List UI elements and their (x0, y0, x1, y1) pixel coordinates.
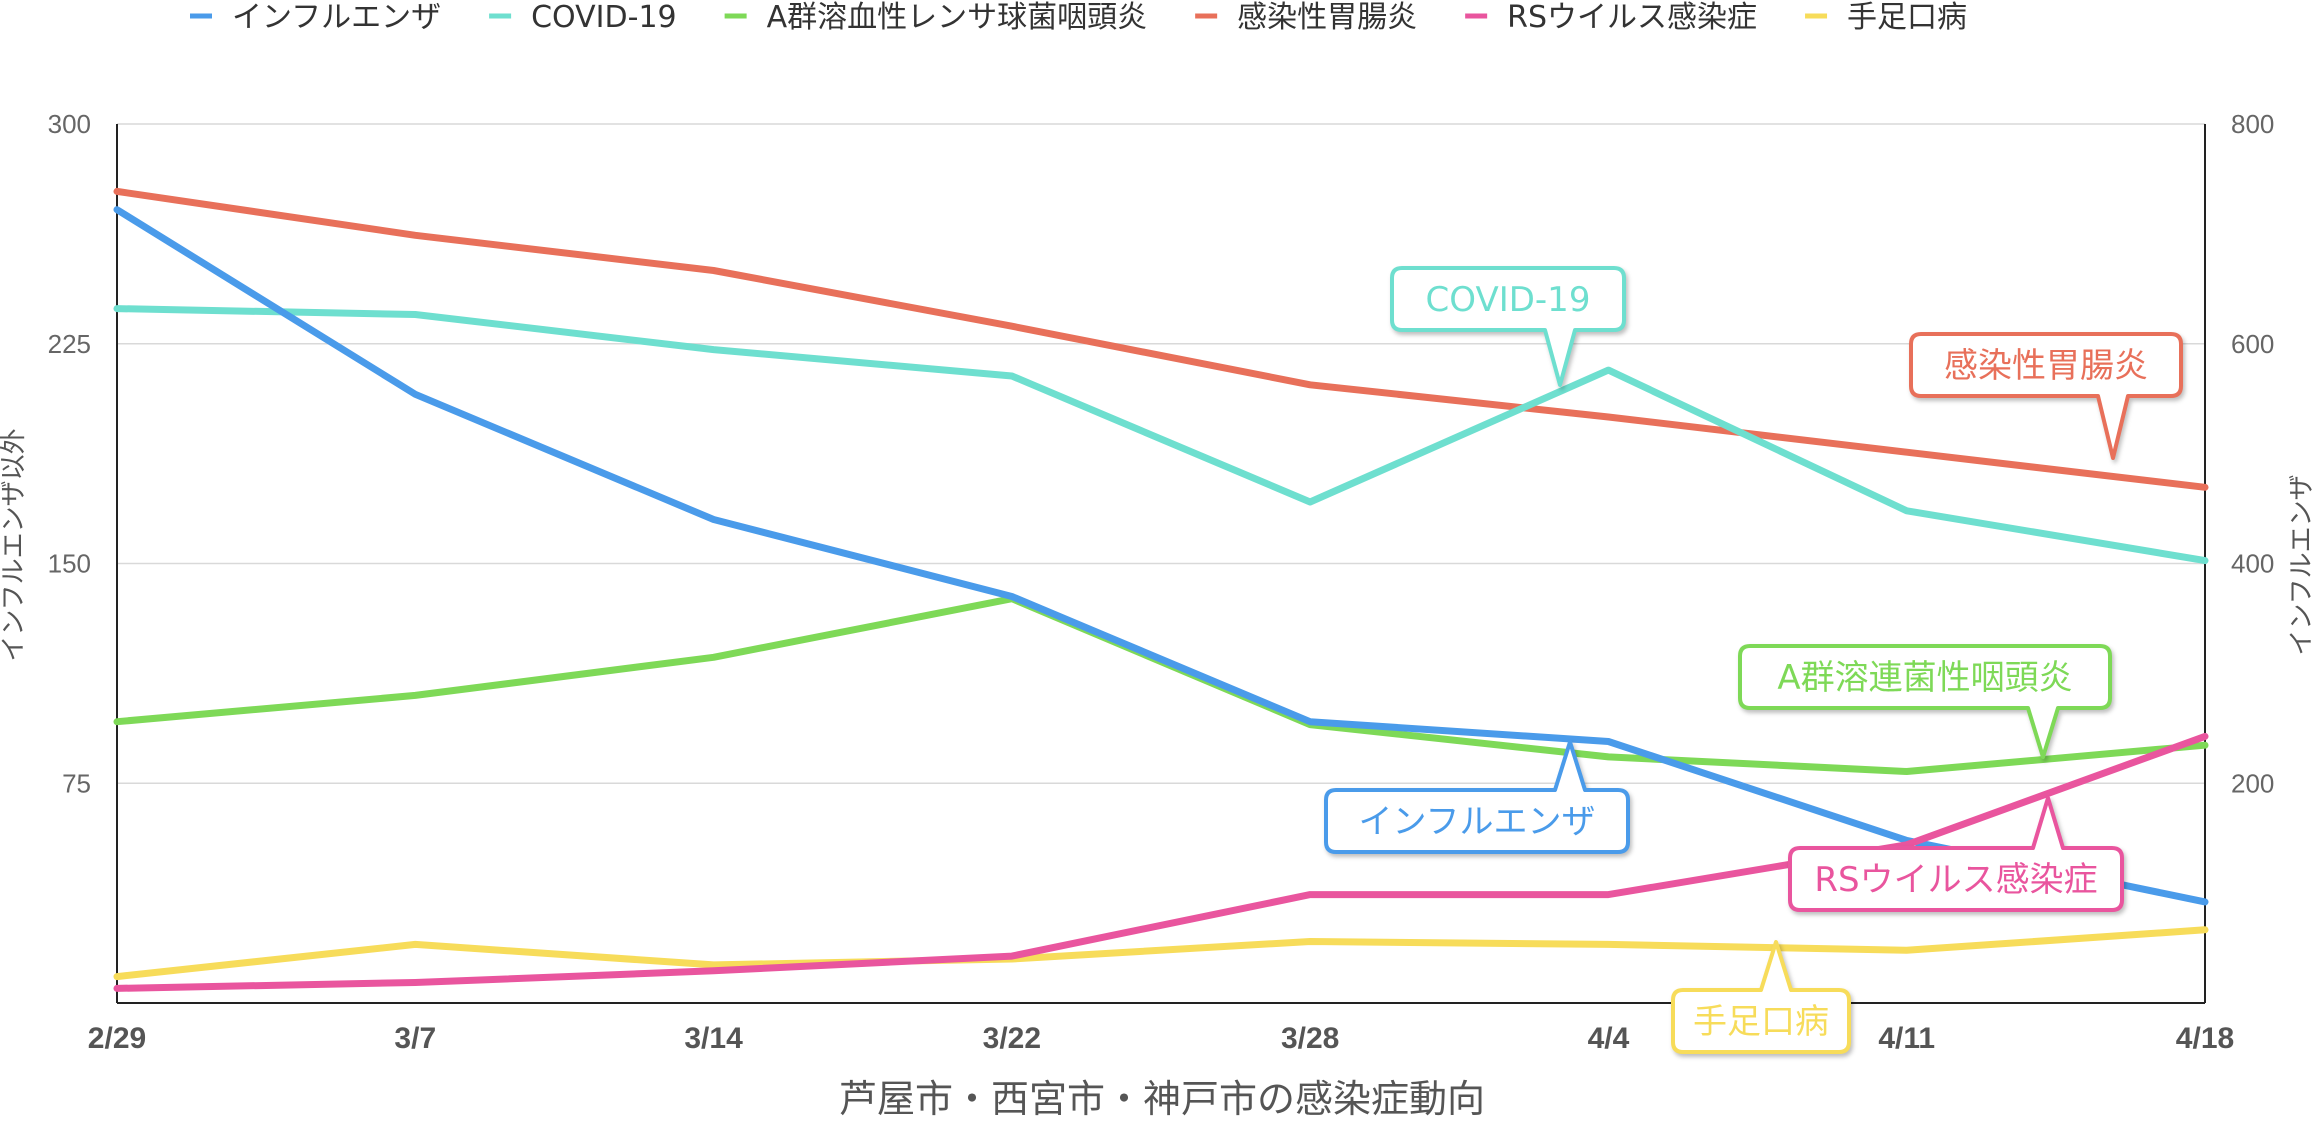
x-tick-label: 2/29 (88, 1022, 146, 1055)
legend-item-2: COVID-19 (489, 0, 677, 35)
callout-bubble (1909, 332, 2183, 460)
y-axis-left-label: インフルエンザ以外 (0, 428, 29, 661)
legend-label: 手足口病 (1847, 0, 1967, 35)
x-tick-label: 3/7 (394, 1022, 436, 1055)
callout-5: RSウイルス感染症 (1788, 796, 2124, 912)
callout-3: A群溶連菌性咽頭炎 (1738, 644, 2112, 759)
x-tick-label: 3/22 (983, 1022, 1041, 1055)
y-axis-left-ticks: 75 150 225 300 (48, 109, 91, 798)
callout-2: 感染性胃腸炎 (1909, 332, 2183, 460)
series-line-1 (113, 206, 2209, 906)
callout-bubble (1671, 940, 1851, 1054)
y-left-tick-label: 225 (48, 329, 91, 359)
callout-bubble (1788, 796, 2124, 912)
series-lines (113, 187, 2209, 992)
callout-6: 手足口病 (1671, 940, 1851, 1054)
x-tick-label: 4/18 (2176, 1022, 2234, 1055)
callout-label: COVID-19 (1426, 280, 1591, 320)
y-right-tick-label: 400 (2231, 549, 2274, 579)
legend-item-6: 手足口病 (1805, 0, 1967, 35)
y-left-tick-label: 300 (48, 109, 91, 139)
y-axis-right-ticks: 200 400 600 800 (2231, 109, 2274, 798)
legend-label: COVID-19 (531, 0, 677, 35)
legend-label: A群溶血性レンサ球菌咽頭炎 (767, 0, 1148, 35)
x-tick-label: 3/14 (684, 1022, 743, 1055)
callout-label: A群溶連菌性咽頭炎 (1777, 658, 2072, 698)
x-axis-ticks: 2/29 3/7 3/14 3/22 3/28 4/4 4/11 4/18 (88, 1022, 2234, 1055)
callout-1: COVID-19 (1390, 266, 1626, 387)
callout-bubble (1324, 740, 1630, 854)
series-line-2 (113, 305, 2209, 565)
x-tick-label: 3/28 (1281, 1022, 1339, 1055)
y-left-tick-label: 75 (62, 768, 91, 798)
legend-item-5: RSウイルス感染症 (1465, 0, 1757, 35)
y-right-tick-label: 200 (2231, 768, 2274, 798)
x-axis-label: 芦屋市・西宮市・神戸市の感染症動向 (839, 1077, 1485, 1121)
y-axis-right-label: インフルエンザ (2287, 474, 2317, 655)
callout-label: RSウイルス感染症 (1814, 860, 2097, 900)
series-line-6 (113, 926, 2209, 981)
y-left-tick-label: 150 (48, 549, 91, 579)
x-tick-label: 4/11 (1878, 1022, 1935, 1055)
x-tick-label: 4/4 (1588, 1022, 1630, 1055)
legend-label: RSウイルス感染症 (1507, 0, 1757, 35)
legend-item-1: インフルエンザ (190, 0, 441, 35)
legend-item-3: A群溶血性レンサ球菌咽頭炎 (724, 0, 1148, 35)
legend-item-4: 感染性胃腸炎 (1195, 0, 1417, 35)
callout-4: インフルエンザ (1324, 740, 1630, 854)
series-line-4 (113, 187, 2209, 491)
callout-bubble (1738, 644, 2112, 759)
gridlines (117, 123, 2205, 784)
y-right-tick-label: 800 (2231, 109, 2274, 139)
y-right-tick-label: 600 (2231, 329, 2274, 359)
callout-bubble (1390, 266, 1626, 387)
callout-label: 感染性胃腸炎 (1944, 346, 2148, 386)
legend-label: 感染性胃腸炎 (1237, 0, 1417, 35)
callout-label: 手足口病 (1693, 1002, 1829, 1042)
legend-label: インフルエンザ (232, 0, 441, 35)
callout-label: インフルエンザ (1359, 802, 1596, 842)
legend: インフルエンザ COVID-19 A群溶血性レンサ球菌咽頭炎 感染性胃腸炎 RSウイルス… (190, 0, 1967, 35)
